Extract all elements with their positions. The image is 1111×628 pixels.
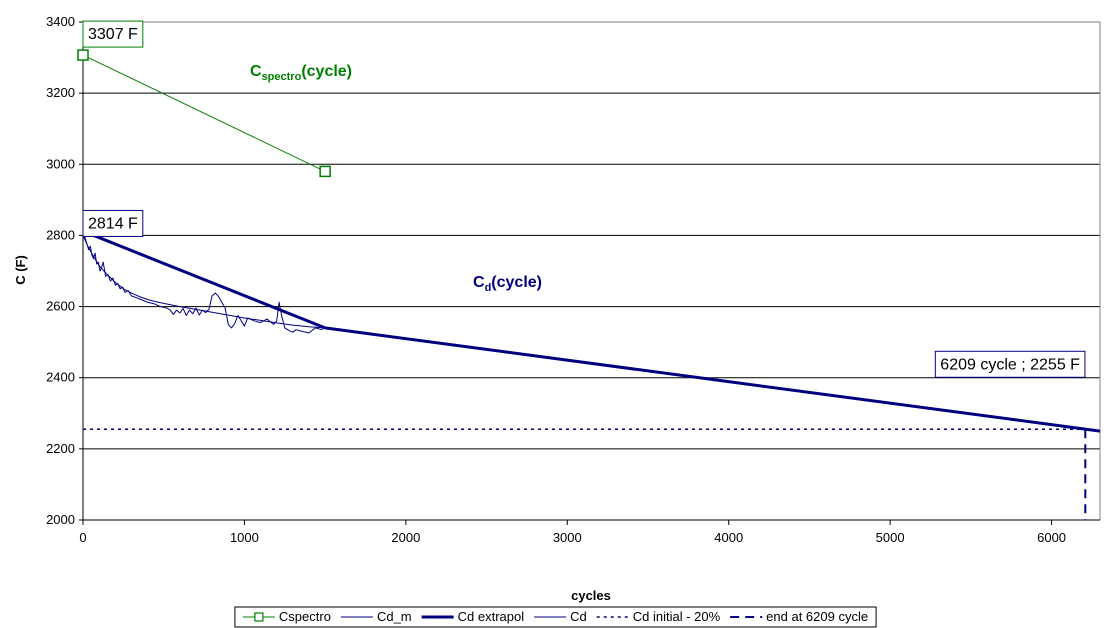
label-suffix: (cycle) [491, 274, 542, 291]
label-subscript: d [485, 282, 492, 294]
legend-swatch-marker [254, 612, 264, 622]
legend-item: Cd initial - 20% [596, 609, 721, 624]
annotation-cd-start: 2814 F [82, 209, 144, 237]
y-tick-label: 2600 [46, 299, 75, 314]
plot-frame [82, 21, 1101, 521]
legend-label: Cspectro [279, 609, 331, 624]
legend-label: Cd extrapol [458, 609, 525, 624]
data-point-marker [77, 49, 89, 61]
annotation-spectro-start: 3307 F [82, 20, 144, 48]
x-axis-title: cycles [571, 588, 611, 603]
y-tick-label: 3000 [46, 156, 75, 171]
x-tick-label: 0 [79, 530, 86, 545]
x-tick-label: 6000 [1037, 530, 1066, 545]
annotation-box [82, 20, 144, 48]
annotation-text: 3307 F [88, 26, 138, 43]
legend: Cspectro Cd_m Cd extrapol Cd Cd initial - 20… [234, 606, 877, 628]
legend-label: end at 6209 cycle [766, 609, 868, 624]
x-tick-label: 5000 [876, 530, 905, 545]
x-tick-label: 4000 [714, 530, 743, 545]
y-axis-title: C (F) [13, 255, 28, 285]
y-tick-label: 2400 [46, 370, 75, 385]
label-main: C [473, 274, 485, 291]
series-line-cd-extrapol [82, 229, 1101, 433]
x-tick-label: 2000 [391, 530, 420, 545]
legend-label: Cd initial - 20% [633, 609, 721, 624]
series-line-cd-m [82, 235, 326, 329]
legend-label: Cd_m [377, 609, 412, 624]
y-tick-label: 3200 [46, 85, 75, 100]
legend-items: Cspectro Cd_m Cd extrapol Cd Cd initial - 20… [242, 609, 868, 624]
annotation-text: 2814 F [88, 215, 138, 232]
grid [83, 92, 1100, 450]
y-tick-label: 2200 [46, 441, 75, 456]
annotation-text: 6209 cycle ; 2255 F [940, 356, 1080, 373]
x-tick-label: 1000 [230, 530, 259, 545]
annotation-box [82, 209, 144, 237]
label-subscript: spectro [262, 71, 302, 83]
y-tick-label: 2800 [46, 227, 75, 242]
legend-item: end at 6209 cycle [730, 609, 868, 624]
data-point-marker [319, 165, 331, 178]
x-tick-label: 3000 [553, 530, 582, 545]
axes [79, 21, 1101, 525]
label-main: C [250, 63, 262, 80]
legend-item: Cd extrapol [421, 609, 525, 624]
label-suffix: (cycle) [301, 63, 352, 80]
tick-labels: 2000 2200 2400 2600 2800 3000 3200 3400 0 1000 200… [46, 14, 1066, 545]
series-line-cspectro [82, 54, 326, 172]
legend-item: Cd_m [340, 609, 412, 624]
annotation-cd-end: 6209 cycle ; 2255 F [934, 350, 1086, 378]
series [77, 49, 1101, 520]
series-line-cd [82, 230, 326, 334]
y-tick-label: 2000 [46, 512, 75, 527]
y-tick-label: 3400 [46, 14, 75, 29]
series-label-spectro-label: Cspectro(cycle) [250, 63, 352, 83]
annotation-box [934, 350, 1086, 378]
legend-item: Cspectro [242, 609, 331, 624]
legend-item: Cd [534, 609, 587, 624]
legend-label: Cd [570, 609, 587, 624]
series-label-cd-label: Cd(cycle) [473, 274, 542, 294]
